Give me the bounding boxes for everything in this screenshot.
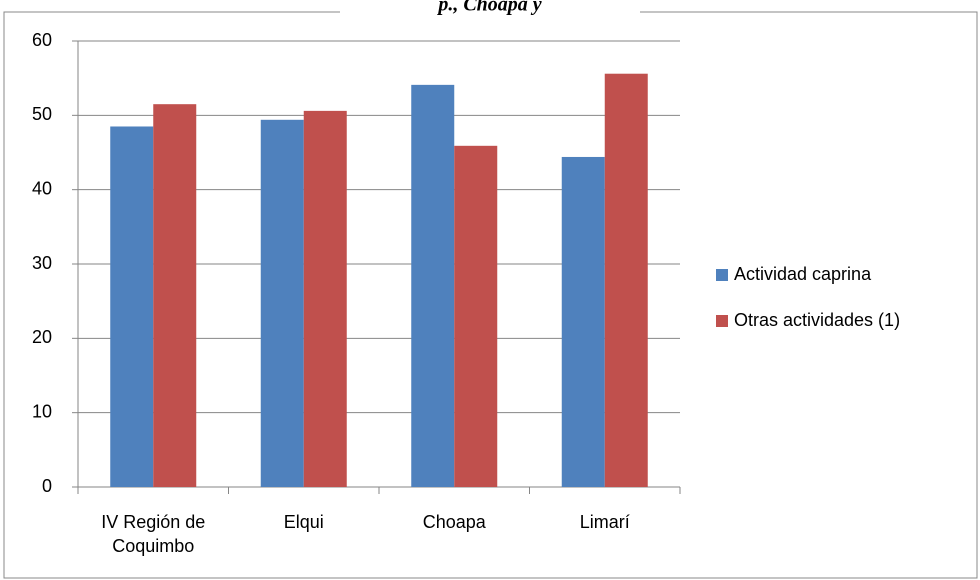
legend-label: Otras actividades (1) <box>734 310 900 330</box>
title-bg <box>340 0 640 22</box>
bar <box>110 126 154 487</box>
bar <box>303 110 347 487</box>
bar <box>411 84 455 488</box>
x-tick-label: Choapa <box>422 512 486 532</box>
bar <box>153 104 197 487</box>
bar <box>260 119 304 487</box>
bar <box>561 156 605 487</box>
chart-title: p., Choapa y <box>436 0 541 16</box>
y-tick-label: 50 <box>32 104 52 124</box>
y-tick-label: 60 <box>32 30 52 50</box>
legend-swatch <box>716 269 728 281</box>
bar <box>604 73 648 487</box>
y-tick-label: 30 <box>32 253 52 273</box>
legend-swatch <box>716 315 728 327</box>
x-tick-label: Limarí <box>579 512 630 532</box>
y-tick-label: 10 <box>32 401 52 421</box>
x-tick-label: IV Región de Coquimbo <box>101 512 206 556</box>
y-tick-label: 40 <box>32 178 52 198</box>
y-tick-label: 0 <box>42 476 52 496</box>
bar <box>454 145 498 487</box>
y-tick-label: 20 <box>32 327 52 347</box>
x-tick-label: Elqui <box>283 512 324 532</box>
legend-label: Actividad caprina <box>734 264 872 284</box>
